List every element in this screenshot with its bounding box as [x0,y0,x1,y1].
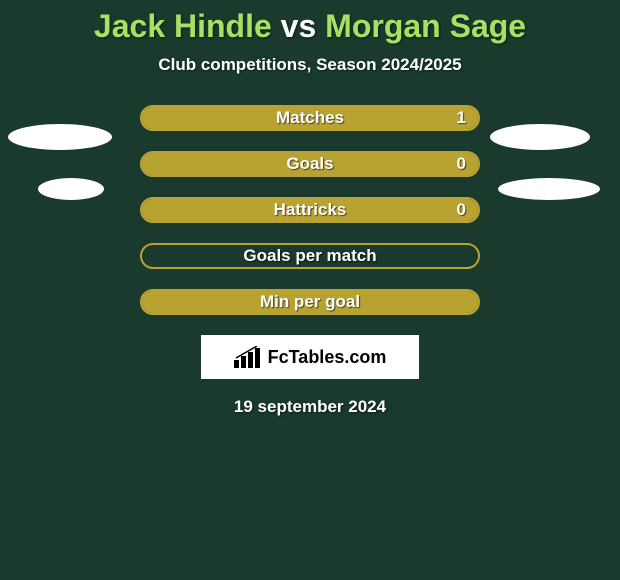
title-player2: Morgan Sage [325,8,526,44]
title-vs: vs [272,8,325,44]
stat-row: Goals0 [0,151,620,177]
decorative-ellipse [38,178,104,200]
stat-label: Hattricks [142,199,478,221]
page-title: Jack Hindle vs Morgan Sage [0,0,620,45]
stat-bar: Matches1 [140,105,480,131]
subtitle: Club competitions, Season 2024/2025 [0,55,620,75]
stat-bar: Min per goal [140,289,480,315]
stat-bar: Goals0 [140,151,480,177]
stat-value: 0 [457,199,466,221]
stat-label: Goals per match [142,245,478,267]
stat-row: Hattricks0 [0,197,620,223]
stat-bar: Goals per match [140,243,480,269]
date-text: 19 september 2024 [0,397,620,417]
stat-row: Min per goal [0,289,620,315]
stat-bar: Hattricks0 [140,197,480,223]
stat-label: Matches [142,107,478,129]
stat-label: Goals [142,153,478,175]
decorative-ellipse [490,124,590,150]
decorative-ellipse [498,178,600,200]
stat-label: Min per goal [142,291,478,313]
stat-value: 0 [457,153,466,175]
decorative-ellipse [8,124,112,150]
title-player1: Jack Hindle [94,8,272,44]
logo-text: FcTables.com [268,347,387,368]
bars-icon [234,346,262,368]
logo-box: FcTables.com [201,335,419,379]
stat-value: 1 [457,107,466,129]
stat-row: Goals per match [0,243,620,269]
